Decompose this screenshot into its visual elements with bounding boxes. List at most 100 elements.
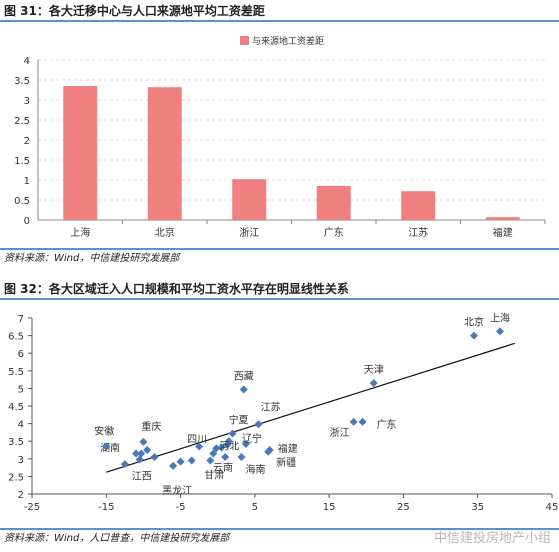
bar-category-label: 江苏 — [408, 226, 428, 239]
scatter-point — [470, 331, 478, 340]
legend-swatch — [240, 36, 249, 45]
scatter-point — [195, 442, 204, 451]
scatter-point — [137, 449, 146, 458]
bar-category-label: 北京 — [155, 226, 175, 239]
scatter-point-label: 广东 — [377, 418, 397, 431]
scatter-point-label: 上海 — [490, 311, 510, 324]
scatter-y-tick: 7 — [18, 314, 24, 325]
scatter-y-tick: 3 — [18, 455, 24, 466]
scatter-point — [139, 437, 148, 446]
bar — [232, 179, 267, 220]
scatter-point-label: 甘肃 — [204, 469, 224, 482]
scatter-y-tick: 2 — [18, 490, 24, 501]
scatter-point — [135, 455, 144, 464]
scatter-point-label: 宁夏 — [229, 413, 249, 426]
legend-label: 与来源地工资差距 — [252, 35, 324, 47]
scatter-x-tick: 45 — [546, 502, 559, 513]
scatter-y-tick: 3.5 — [8, 437, 24, 448]
bar-y-tick: 4 — [24, 56, 30, 67]
scatter-point — [369, 379, 378, 388]
bar-y-tick: 2 — [24, 136, 30, 147]
scatter-y-tick: 4 — [18, 420, 24, 431]
bar — [63, 86, 98, 220]
scatter-point-label: 新疆 — [276, 456, 296, 469]
bar — [147, 87, 182, 220]
scatter-point — [224, 437, 233, 446]
scatter-point-label: 云南 — [213, 461, 233, 474]
scatter-point — [223, 440, 232, 449]
bar-y-tick: 1 — [24, 176, 30, 187]
scatter-point — [358, 417, 367, 426]
scatter-point-label: 江西 — [132, 471, 152, 483]
scatter-chart: 2 2.5 3 3.5 4 4.5 5 5.5 6 6.5 7 -25 -15 -5 5 15 25 35 45 上海… — [8, 311, 559, 513]
scatter-y-tick: 4.5 — [8, 402, 24, 413]
scatter-y-tick: 6 — [18, 349, 24, 360]
scatter-y-tick: 2.5 — [8, 472, 24, 483]
bar-y-tick: 1.5 — [14, 156, 30, 167]
scatter-point-label: 湖南 — [100, 442, 120, 455]
scatter-x-tick: 15 — [323, 502, 336, 513]
scatter-point — [120, 460, 129, 469]
figure-31-title: 图 31：各大迁移中心与人口来源地平均工资差距 — [0, 0, 559, 22]
scatter-point — [206, 456, 215, 465]
scatter-point-label: 重庆 — [141, 420, 161, 433]
scatter-point — [228, 429, 237, 438]
scatter-point-label: 安徽 — [94, 424, 114, 437]
bar — [401, 191, 436, 220]
bar — [485, 217, 520, 220]
scatter-x-tick: -15 — [98, 502, 114, 513]
bar-category-label: 浙江 — [239, 227, 259, 239]
scatter-point — [239, 385, 248, 394]
bar-y-tick: 0.5 — [14, 196, 30, 207]
scatter-y-tick: 6.5 — [8, 332, 24, 343]
scatter-point-label: 黑龙江 — [162, 484, 192, 497]
scatter-point — [150, 453, 159, 462]
scatter-x-tick: 35 — [471, 502, 484, 513]
bar-category-label: 广东 — [324, 226, 344, 239]
figure-31-source: 资料来源：Wind，中信建投研究发展部 — [0, 248, 559, 266]
scatter-point-label: 海南 — [245, 463, 265, 476]
scatter-point — [237, 453, 246, 462]
scatter-point — [241, 440, 250, 449]
bar — [316, 186, 351, 220]
bar-y-tick: 3 — [24, 96, 30, 107]
scatter-point-label: 四川 — [187, 434, 207, 445]
scatter-y-tick: 5 — [18, 384, 24, 395]
scatter-point — [102, 442, 111, 451]
bar-category-label: 上海 — [70, 226, 90, 239]
scatter-point-label: 福建 — [278, 442, 298, 455]
scatter-x-tick: -25 — [24, 502, 40, 513]
scatter-point-label: 天津 — [364, 364, 384, 376]
scatter-point-label: 河北 — [219, 441, 239, 453]
scatter-point — [349, 417, 358, 426]
bar-y-tick: 0 — [24, 216, 30, 227]
scatter-point — [496, 327, 504, 336]
bar-y-tick: 3.5 — [14, 76, 30, 87]
scatter-point-label: 辽宁 — [242, 432, 262, 445]
scatter-y-tick: 5.5 — [8, 367, 24, 378]
scatter-point-label: 江苏 — [261, 400, 281, 413]
scatter-x-tick: 25 — [397, 502, 410, 513]
scatter-point — [169, 461, 178, 470]
scatter-point — [176, 457, 185, 466]
figure-32-source: 资料来源：Wind，人口普查，中信建投研究发展部 — [0, 528, 559, 546]
scatter-point — [254, 420, 263, 429]
scatter-x-tick: -5 — [176, 502, 186, 513]
scatter-point — [221, 453, 230, 462]
scatter-x-tick: 5 — [252, 502, 258, 513]
figure-32-title: 图 32：各大区域迁入人口规模和平均工资水平存在明显线性关系 — [0, 278, 559, 300]
scatter-point — [209, 449, 218, 458]
scatter-point — [217, 443, 226, 452]
scatter-point — [187, 456, 196, 465]
scatter-point — [212, 444, 221, 453]
scatter-point — [264, 447, 273, 456]
bar-y-tick: 2.5 — [14, 116, 30, 127]
trendline — [106, 342, 516, 473]
scatter-point-label: 浙江 — [330, 427, 350, 439]
scatter-point-label: 西藏 — [234, 370, 254, 382]
scatter-point — [132, 449, 140, 458]
scatter-point-label: 北京 — [464, 316, 484, 329]
bar-category-label: 福建 — [493, 226, 513, 239]
scatter-point — [143, 446, 152, 454]
